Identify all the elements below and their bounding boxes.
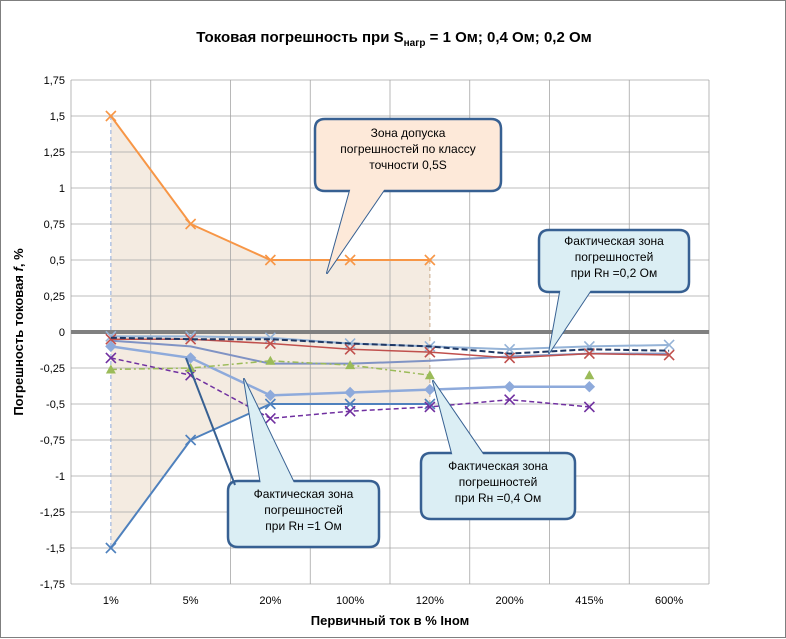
- callout-line: при Rн =1 Ом: [265, 519, 342, 533]
- series-marker-x: [105, 110, 117, 122]
- tick-layer: 1,75 1,5 1,25 1 0,75 0,5 0,25 0 -0,25 -0,5 -0,75 -1…: [40, 75, 683, 607]
- series-marker-x: [185, 218, 197, 230]
- series-marker-diamond: [344, 386, 356, 399]
- series-marker-triangle: [105, 364, 116, 374]
- y-tick-label: 1: [59, 183, 65, 195]
- x-tick-label: 200%: [496, 595, 524, 607]
- series-marker-x: [185, 434, 197, 446]
- callout-zone-pointer-fill: [327, 187, 386, 273]
- series-marker-x: [105, 542, 117, 554]
- callout-line: при Rн =0,2 Ом: [570, 266, 658, 280]
- callout-r02-pointer-fill: [549, 287, 593, 353]
- y-tick-label: -0,75: [40, 435, 65, 447]
- x-axis-label: Первичный ток в % Iном: [311, 613, 469, 628]
- series-marker-x: [504, 343, 516, 355]
- callout-zone-box: [313, 117, 503, 193]
- y-tick-label: -1: [55, 471, 65, 483]
- y-tick-label: -1,25: [40, 507, 65, 519]
- series-marker-x: [185, 333, 197, 345]
- series-marker-triangle: [345, 360, 356, 370]
- series-marker-x: [504, 394, 516, 406]
- series-marker-x: [424, 346, 436, 358]
- callout-r04-pointer-fill: [433, 381, 485, 457]
- x-tick-label: 20%: [259, 595, 281, 607]
- callout-line: погрешностей: [264, 503, 343, 517]
- series-marker-x: [424, 254, 436, 266]
- callout-zone-r04: Фактическая зона погрешностей при Rн =0,…: [421, 453, 575, 519]
- series-marker-diamond: [424, 383, 436, 396]
- y-tick-label: 1,75: [44, 75, 65, 87]
- y-axis-label: Погрешность токовая f, %: [11, 248, 26, 416]
- series-marker-x: [663, 349, 675, 361]
- x-tick-label: 5%: [183, 595, 199, 607]
- callout-r04-box: [419, 451, 577, 521]
- series-line-6: [110, 336, 670, 355]
- y-tick-label: -0,5: [46, 399, 65, 411]
- callout-line: при Rн =0,4 Ом: [454, 491, 542, 505]
- callout-zone-r1: Фактическая зона погрешностей при Rн =1 …: [228, 481, 379, 547]
- callout-line: погрешностей: [574, 250, 654, 264]
- callout-tolerance-zone: Зона допуска погрешностей по классу точн…: [315, 119, 501, 191]
- series-marker-triangle: [424, 370, 435, 380]
- series-marker-x: [344, 254, 356, 266]
- series-marker-x: [663, 339, 675, 351]
- x-tick-label: 100%: [336, 595, 364, 607]
- callout-line: погрешностей по классу: [340, 142, 476, 156]
- series-marker-x: [583, 401, 595, 413]
- y-tick-label: 0,5: [50, 255, 65, 267]
- y-tick-label: 0: [59, 327, 65, 339]
- chart-title: Токовая погрешность при Sнагр = 1 Ом; 0,…: [1, 29, 786, 49]
- series-marker-diamond: [264, 389, 277, 402]
- y-tick-label: 1,25: [44, 147, 65, 159]
- callout-line: погрешностей: [458, 475, 538, 489]
- x-tick-label: 120%: [416, 595, 444, 607]
- chart-title-main: Токовая погрешность при S: [196, 29, 404, 46]
- x-tick-label: 415%: [575, 595, 603, 607]
- series-marker-x: [264, 398, 276, 410]
- series-layer: [105, 110, 675, 554]
- callout-line: Зона допуска: [370, 126, 446, 140]
- callout-r02-box: [537, 228, 691, 294]
- series-marker-x: [105, 333, 117, 345]
- x-tick-label: 600%: [655, 595, 683, 607]
- series-marker-x: [424, 401, 436, 413]
- chart-title-rest: = 1 Ом; 0,4 Ом; 0,2 Ом: [425, 29, 592, 46]
- y-tick-label: -0,25: [40, 363, 65, 375]
- callout-r1-pointer-fill: [244, 379, 295, 485]
- callout-pointer-layer: [185, 117, 691, 549]
- callout-zone-r02: Фактическая зона погрешностей при Rн =0,…: [539, 230, 689, 292]
- series-marker-x: [264, 412, 276, 424]
- y-tick-label: 0,25: [44, 291, 65, 303]
- series-marker-x: [344, 343, 356, 355]
- callout-line: точности 0,5S: [369, 158, 447, 172]
- series-marker-triangle: [584, 370, 595, 380]
- callout-r1-box: [226, 479, 381, 549]
- chart-title-subscript: нагр: [403, 38, 426, 49]
- callout-line: Фактическая зона: [448, 459, 548, 473]
- callout-line: Фактическая зона: [564, 234, 664, 248]
- series-marker-diamond: [184, 352, 197, 364]
- series-marker-diamond: [583, 381, 596, 393]
- series-marker-x: [504, 352, 516, 364]
- y-tick-label: -1,5: [46, 543, 65, 555]
- y-tick-label: -1,75: [40, 579, 65, 591]
- callout-line: Фактическая зона: [253, 487, 354, 501]
- series-marker-triangle: [265, 355, 276, 365]
- series-marker-diamond: [503, 381, 516, 393]
- callout-r1-pointer-extra: [185, 357, 236, 486]
- x-tick-label: 1%: [103, 595, 119, 607]
- y-tick-label: 0,75: [44, 219, 65, 231]
- series-marker-diamond: [105, 340, 117, 353]
- series-marker-x: [344, 405, 356, 417]
- series-marker-x: [105, 352, 117, 364]
- series-marker-x: [264, 254, 276, 266]
- y-tick-label: 1,5: [50, 111, 65, 123]
